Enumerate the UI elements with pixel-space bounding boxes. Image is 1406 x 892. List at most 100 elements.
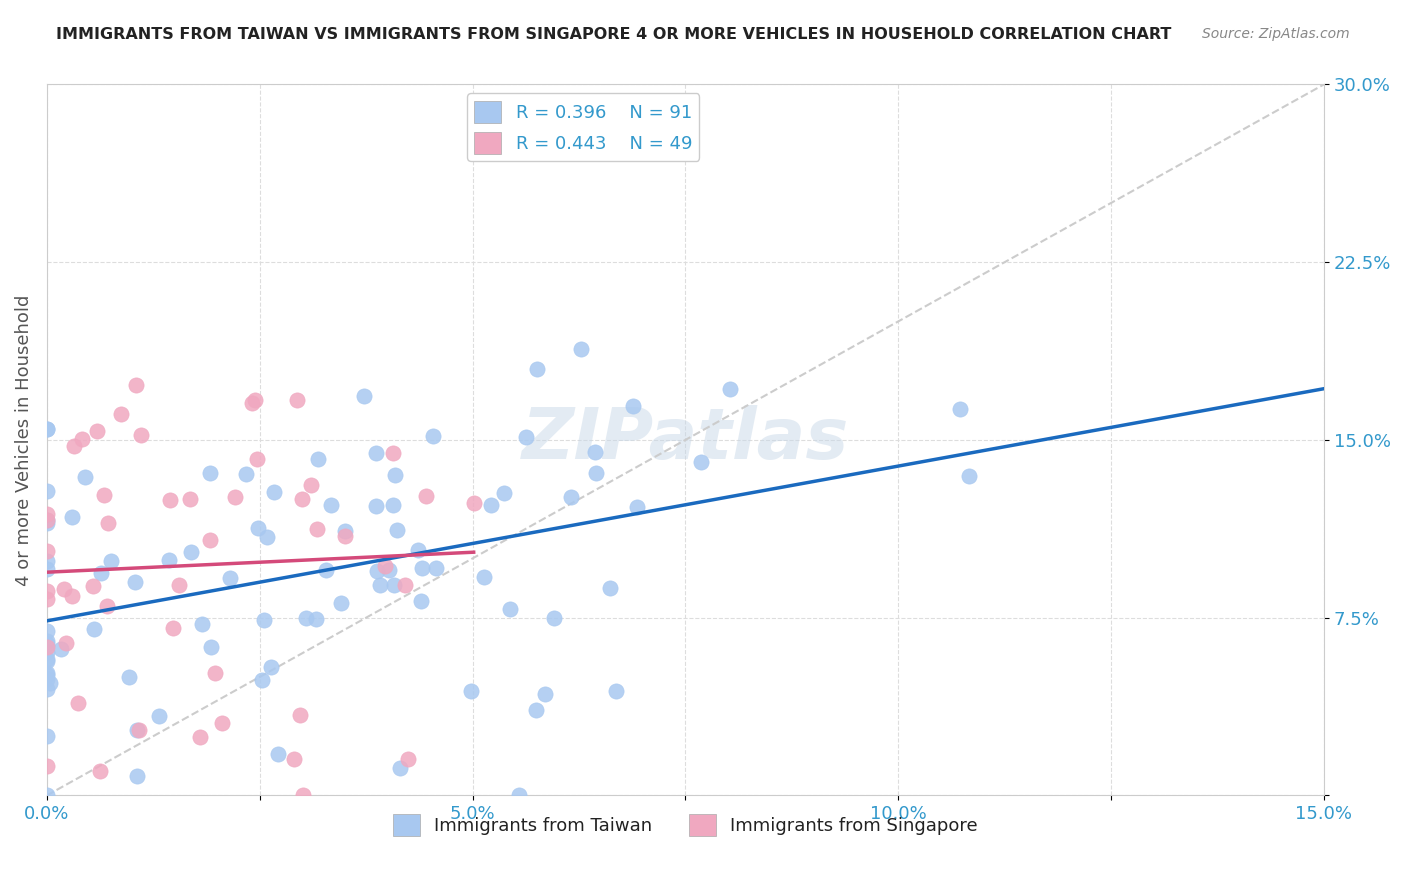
Point <box>35 654 58 668</box>
Point <box>243 392 266 407</box>
Point <box>389 760 412 774</box>
Point <box>167 578 190 592</box>
Point <box>90 566 112 581</box>
Point <box>179 491 201 506</box>
Point <box>301 478 323 492</box>
Point <box>35 668 58 682</box>
Point <box>411 594 433 608</box>
Point <box>60 590 83 604</box>
Point <box>585 466 607 480</box>
Point <box>949 402 972 417</box>
Point <box>62 439 84 453</box>
Point <box>35 544 58 558</box>
Point <box>188 730 211 744</box>
Point <box>374 558 396 573</box>
Point <box>315 563 337 577</box>
Point <box>35 422 58 436</box>
Point <box>35 513 58 527</box>
Point <box>67 696 90 710</box>
Point <box>263 484 285 499</box>
Point <box>35 634 58 648</box>
Point <box>571 342 593 356</box>
Point <box>382 446 405 460</box>
Point <box>35 624 58 638</box>
Point <box>235 467 257 481</box>
Point <box>39 675 62 690</box>
Point <box>524 703 547 717</box>
Point <box>307 522 329 536</box>
Point <box>288 707 311 722</box>
Point <box>626 500 648 514</box>
Point <box>267 747 290 762</box>
Point <box>285 392 308 407</box>
Point <box>385 524 408 538</box>
Point <box>256 530 278 544</box>
Point <box>180 545 202 559</box>
Point <box>204 666 226 681</box>
Point <box>53 582 76 597</box>
Point <box>422 429 444 443</box>
Point <box>35 729 58 743</box>
Point <box>159 553 181 567</box>
Point <box>305 612 328 626</box>
Point <box>366 446 388 460</box>
Point <box>35 591 58 606</box>
Point <box>253 613 276 627</box>
Point <box>499 602 522 616</box>
Point <box>35 637 58 651</box>
Point <box>148 708 170 723</box>
Point <box>333 529 356 543</box>
Point <box>35 652 58 666</box>
Point <box>96 599 118 614</box>
Point <box>560 490 582 504</box>
Point <box>224 490 246 504</box>
Text: ZIPatlas: ZIPatlas <box>522 406 849 475</box>
Point <box>425 560 447 574</box>
Point <box>129 427 152 442</box>
Point <box>381 498 404 512</box>
Point <box>605 683 627 698</box>
Point <box>382 578 405 592</box>
Point <box>125 378 148 392</box>
Point <box>89 764 111 778</box>
Point <box>162 621 184 635</box>
Point <box>159 493 181 508</box>
Text: Source: ZipAtlas.com: Source: ZipAtlas.com <box>1202 27 1350 41</box>
Point <box>718 382 741 396</box>
Point <box>319 498 342 512</box>
Point <box>200 640 222 654</box>
Point <box>515 430 537 444</box>
Point <box>599 581 621 595</box>
Point <box>378 563 401 577</box>
Point <box>463 496 485 510</box>
Point <box>100 554 122 568</box>
Point <box>384 467 406 482</box>
Point <box>55 636 77 650</box>
Point <box>83 622 105 636</box>
Point <box>82 579 104 593</box>
Point <box>543 611 565 625</box>
Point <box>211 716 233 731</box>
Point <box>125 769 148 783</box>
Point <box>240 396 263 410</box>
Point <box>353 389 375 403</box>
Point <box>295 611 318 625</box>
Point <box>35 640 58 654</box>
Point <box>35 645 58 659</box>
Point <box>118 670 141 684</box>
Point <box>329 596 352 610</box>
Point <box>246 521 269 535</box>
Point <box>35 562 58 576</box>
Point <box>86 424 108 438</box>
Point <box>35 758 58 772</box>
Point <box>35 672 58 686</box>
Point <box>110 407 132 421</box>
Point <box>957 469 980 483</box>
Legend: Immigrants from Taiwan, Immigrants from Singapore: Immigrants from Taiwan, Immigrants from … <box>385 806 986 843</box>
Point <box>621 399 644 413</box>
Point <box>406 543 429 558</box>
Point <box>283 752 305 766</box>
Point <box>366 499 388 513</box>
Point <box>415 489 437 503</box>
Point <box>366 564 388 578</box>
